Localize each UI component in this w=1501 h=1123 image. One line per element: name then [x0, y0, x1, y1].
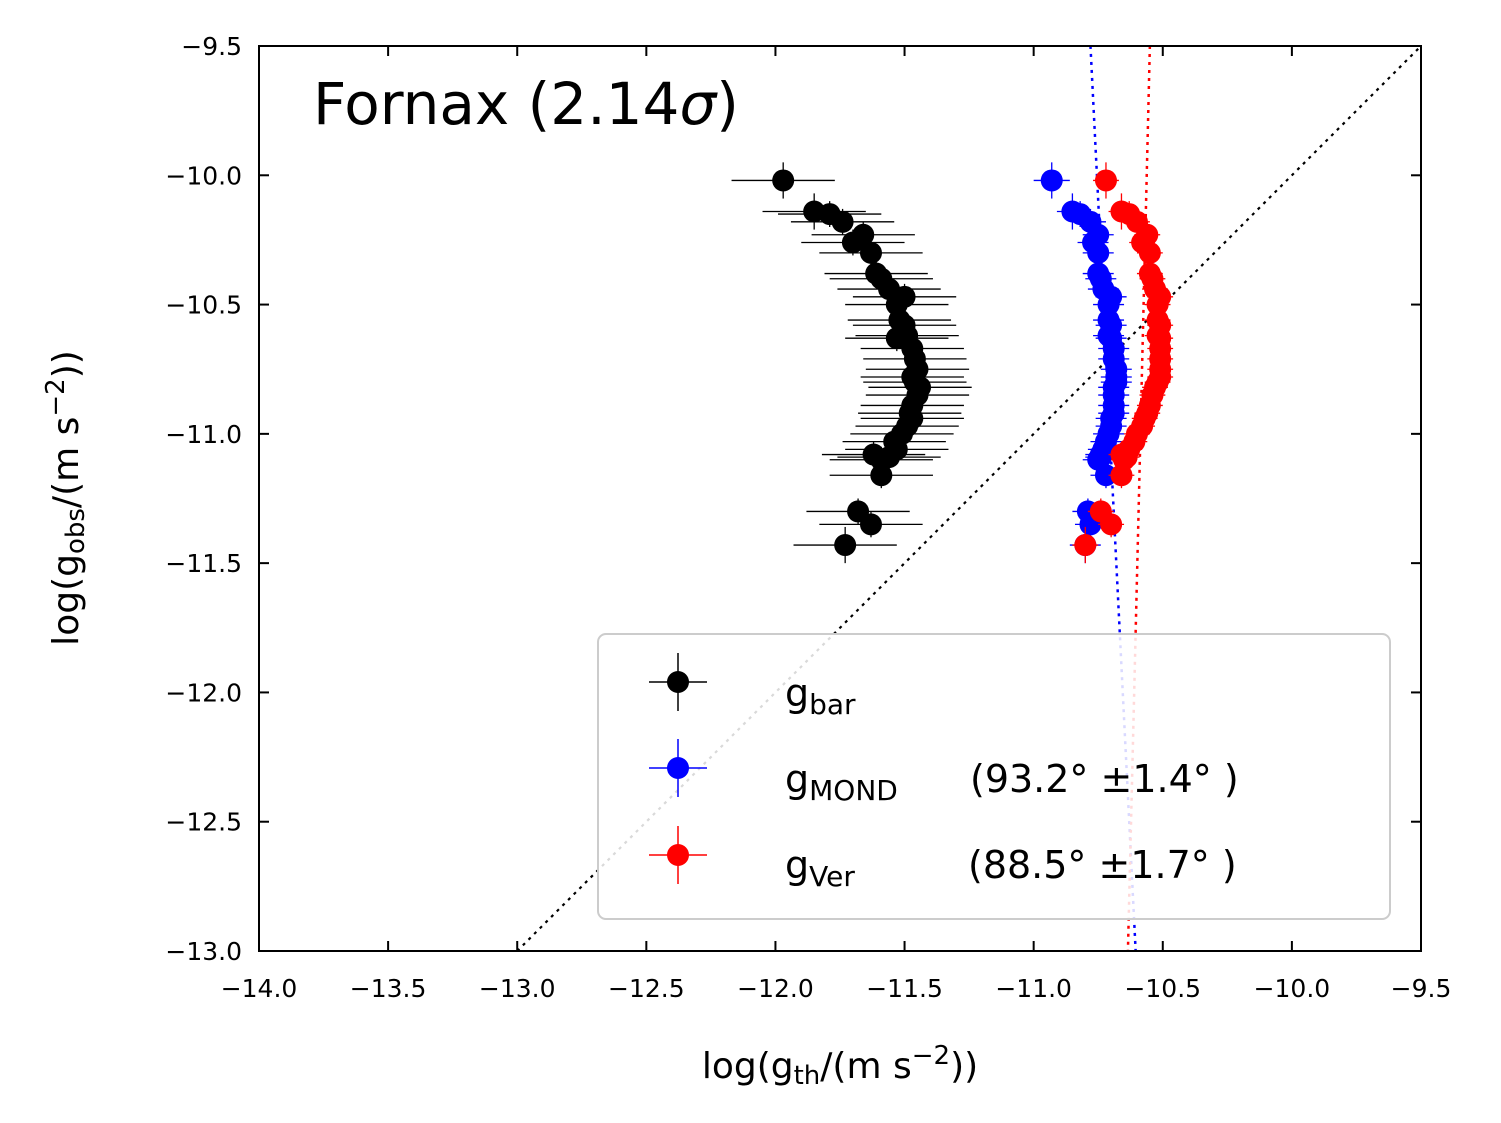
x-tick-label: −9.5 [1391, 974, 1452, 1003]
legend-box [597, 633, 1391, 920]
data-point [852, 223, 875, 246]
data-point [1149, 285, 1172, 308]
data-point [893, 285, 916, 308]
x-tick-label: −10.0 [1254, 974, 1331, 1003]
data-point [1136, 223, 1159, 246]
data-point [1100, 513, 1123, 536]
legend-label-gver: gVer [785, 843, 855, 893]
legend-marker-gver [667, 844, 689, 866]
data-point [1074, 534, 1097, 557]
legend-label-gmond: gMOND [785, 757, 898, 807]
data-point [1100, 285, 1123, 308]
data-point [885, 327, 908, 350]
data-point [1138, 241, 1161, 264]
chart-title: Fornax (2.14σ) [313, 70, 739, 138]
y-tick-label: −11.5 [165, 549, 242, 578]
legend-label-gbar: gbar [785, 671, 856, 721]
data-point [1094, 169, 1117, 192]
x-tick-label: −14.0 [221, 974, 298, 1003]
axis-ticks: −14.0 −13.5 −13.0 −12.5 −12.0 −11.5 −11.0 −10.5… [165, 32, 1451, 1003]
y-tick-label: −13.0 [165, 937, 242, 966]
series-gbar [731, 162, 972, 564]
x-tick-label: −12.0 [737, 974, 814, 1003]
x-tick-label: −13.0 [479, 974, 556, 1003]
data-point [870, 464, 893, 487]
legend-marker-gmond [667, 757, 689, 779]
data-point [862, 443, 885, 466]
data-point [1089, 443, 1112, 466]
x-tick-label: −10.5 [1124, 974, 1201, 1003]
data-point [834, 534, 857, 557]
y-tick-label: −10.0 [165, 161, 242, 190]
x-tick-label: −12.5 [608, 974, 685, 1003]
y-tick-label: −9.5 [181, 32, 242, 61]
x-tick-label: −11.5 [866, 974, 943, 1003]
data-point [1110, 443, 1133, 466]
y-tick-label: −12.5 [165, 808, 242, 837]
y-tick-label: −11.0 [165, 420, 242, 449]
legend-angle-gver: (88.5° ±1.7° ) [968, 843, 1237, 887]
data-point [1094, 464, 1117, 487]
one-to-one-line [516, 46, 1421, 951]
data-point [772, 169, 795, 192]
data-point [859, 241, 882, 264]
legend-markers [649, 653, 707, 884]
plot-frame [258, 45, 1422, 952]
x-axis-label: log(gth/(m s−2)) [702, 1041, 978, 1091]
x-tick-label: −11.0 [995, 974, 1072, 1003]
y-tick-label: −12.0 [165, 678, 242, 707]
data-point [1087, 241, 1110, 264]
legend: gbar gMOND (93.2° ±1.4° ) gVer (88.5° ±1… [597, 633, 1391, 920]
series-gmond [1033, 162, 1132, 564]
y-tick-label: −10.5 [165, 291, 242, 320]
series-gver [1072, 162, 1174, 564]
data-point [1087, 223, 1110, 246]
legend-angle-gmond: (93.2° ±1.4° ) [970, 757, 1239, 801]
data-points [731, 162, 1174, 564]
data-point [831, 210, 854, 233]
x-tick-label: −13.5 [350, 974, 427, 1003]
data-point [1040, 169, 1063, 192]
y-axis-label: log(gobs/(m s−2)) [41, 350, 91, 646]
data-point [1110, 464, 1133, 487]
legend-marker-gbar [667, 671, 689, 693]
data-point [859, 513, 882, 536]
